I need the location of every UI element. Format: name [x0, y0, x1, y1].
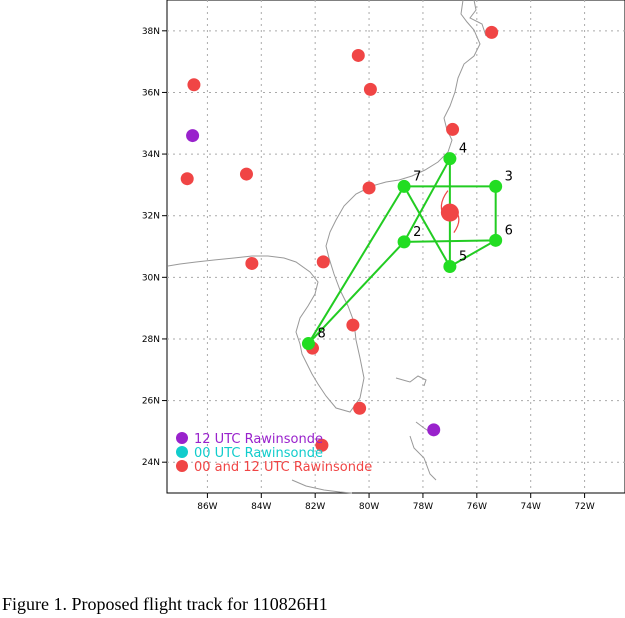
legend-swatch — [176, 432, 188, 444]
track-segment — [404, 239, 496, 243]
lon-tick-label: 80W — [359, 502, 379, 512]
lon-tick-label: 78W — [413, 502, 433, 512]
lon-tick-label: 84W — [251, 502, 271, 512]
track-segment — [307, 241, 405, 345]
storm-center — [440, 190, 460, 233]
waypoint-label: 7 — [413, 169, 421, 184]
waypoint-marker — [397, 235, 411, 249]
lat-tick-label: 30N — [142, 273, 160, 283]
waypoint-label: 3 — [505, 169, 513, 184]
rawinsonde-12-site — [427, 423, 441, 437]
rawinsonde-00-12-site — [315, 438, 329, 452]
track-segment — [403, 158, 451, 243]
rawinsonde-sites — [180, 25, 499, 452]
lon-tick-label: 76W — [467, 502, 487, 512]
rawinsonde-00-12-site — [239, 167, 253, 181]
rawinsonde-12-site — [186, 129, 200, 143]
legend-label-r12: 12 UTC Rawinsonde — [194, 432, 323, 447]
legend-swatch — [176, 460, 188, 472]
lat-tick-label: 32N — [142, 212, 160, 222]
waypoint-label: 5 — [459, 250, 467, 265]
track-segment — [403, 185, 451, 268]
waypoint-marker — [489, 179, 503, 193]
lat-tick-label: 38N — [142, 27, 160, 37]
rawinsonde-00-12-site — [362, 181, 376, 195]
rawinsonde-00-12-site — [353, 401, 367, 415]
flight-track — [307, 158, 497, 345]
waypoint-label: 2 — [413, 225, 421, 240]
lat-tick-label: 36N — [142, 88, 160, 98]
lat-tick-label: 34N — [142, 150, 160, 160]
figure-caption: Figure 1. Proposed flight track for 1108… — [2, 594, 328, 614]
waypoint-marker — [443, 152, 457, 166]
map-frame — [166, 0, 625, 494]
rawinsonde-00-12-site — [346, 318, 360, 332]
waypoint-marker — [489, 233, 503, 247]
lon-tick-label: 82W — [305, 502, 325, 512]
rawinsonde-00-12-site — [485, 25, 499, 39]
waypoint-label: 6 — [505, 223, 513, 238]
lat-tick-label: 24N — [142, 458, 160, 468]
lon-tick-label: 74W — [521, 502, 541, 512]
axis-ticks: 24N 26N 28N 30N 32N 34N 36N 38N 86W 84W 82W 80W 78W 7… — [142, 27, 595, 512]
rawinsonde-00-12-site — [363, 82, 377, 96]
flight-track-map: 2 3 4 5 6 7 8 24N 26N 28N 30N 32N 34N 36N 38N 86W 84W 82… — [142, 0, 625, 512]
waypoint-label: 4 — [459, 142, 467, 157]
rawinsonde-00-12-site — [446, 122, 460, 136]
track-segment — [449, 239, 497, 268]
legend-swatch — [176, 446, 188, 458]
waypoint-label: 8 — [317, 327, 325, 342]
lon-tick-label: 72W — [574, 502, 594, 512]
storm-center-marker — [440, 203, 459, 222]
track-segment — [307, 185, 405, 345]
rawinsonde-00-12-site — [245, 256, 259, 270]
legend-label-r00: 00 UTC Rawinsonde — [194, 446, 323, 461]
waypoints: 2 3 4 5 6 7 8 — [301, 142, 513, 351]
bahamas-1 — [395, 375, 427, 387]
lat-tick-label: 28N — [142, 335, 160, 345]
rawinsonde-00-12-site — [316, 255, 330, 269]
us-coastline — [167, 0, 481, 413]
lon-tick-label: 86W — [197, 502, 217, 512]
rawinsonde-00-12-site — [180, 172, 194, 186]
waypoint-marker — [301, 337, 315, 351]
cuba-coast — [291, 479, 353, 494]
rawinsonde-00-12-site — [187, 78, 201, 92]
bahamas-2 — [409, 435, 437, 481]
legend-label-r0012: 00 and 12 UTC Rawinsonde — [194, 460, 372, 475]
waypoint-marker — [397, 179, 411, 193]
lat-tick-label: 26N — [142, 397, 160, 407]
chesapeake-bay — [469, 0, 487, 37]
lat-lon-grid — [167, 0, 625, 493]
waypoint-marker — [443, 260, 457, 274]
rawinsonde-00-12-site — [351, 48, 365, 62]
